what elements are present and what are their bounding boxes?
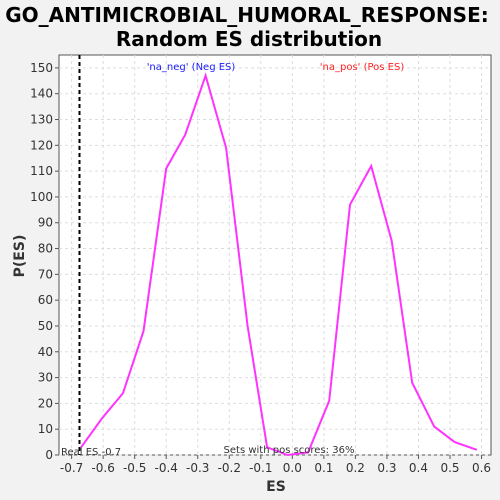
- plot-area: [58, 54, 492, 456]
- y-tick-label: 130: [30, 113, 53, 127]
- y-tick-label: 80: [38, 242, 53, 256]
- y-tick-label: 50: [38, 319, 53, 333]
- y-tick-label: 140: [30, 87, 53, 101]
- pos-scores-annotation: Sets with pos scores: 36%: [224, 445, 355, 456]
- x-tick-label: 0.4: [409, 461, 428, 475]
- y-axis-ticks: 0 10 20 30 40 50 60 70 80 90 100 110 120 130 140 150: [30, 61, 59, 462]
- x-tick-label: -0.6: [91, 461, 114, 475]
- legend-neg: 'na_neg' (Neg ES): [147, 62, 236, 73]
- y-axis-label: P(ES): [12, 235, 28, 278]
- legend-pos: 'na_pos' (Pos ES): [320, 62, 405, 73]
- y-tick-label: 100: [30, 190, 53, 204]
- x-axis-ticks: -0.7 -0.6 -0.5 -0.4 -0.3 -0.2 -0.1 0.0 0.1 0.2 0.3…: [60, 455, 491, 475]
- y-tick-label: 150: [30, 61, 53, 75]
- y-tick-label: 20: [38, 396, 53, 410]
- x-tick-label: -0.7: [60, 461, 83, 475]
- y-tick-label: 30: [38, 371, 53, 385]
- real-es-label: Real ES -0.7: [61, 447, 121, 458]
- series-line: [80, 72, 478, 457]
- y-tick-label: 70: [38, 267, 53, 281]
- y-tick-label: 110: [30, 164, 53, 178]
- y-tick-label: 40: [38, 345, 53, 359]
- x-tick-label: -0.1: [249, 461, 272, 475]
- y-tick-label: 10: [38, 422, 53, 436]
- y-tick-label: 60: [38, 293, 53, 307]
- x-tick-label: 0.3: [377, 461, 396, 475]
- y-tick-label: 90: [38, 216, 53, 230]
- chart-title: GO_ANTIMICROBIAL_HUMORAL_RESPONSE:: [5, 3, 489, 27]
- x-axis-label: ES: [266, 479, 286, 495]
- x-tick-label: -0.4: [155, 461, 178, 475]
- x-tick-label: -0.2: [218, 461, 241, 475]
- x-tick-label: 0.1: [314, 461, 333, 475]
- x-tick-label: 0.2: [346, 461, 365, 475]
- grid-lines: [59, 55, 491, 456]
- x-tick-label: 0.0: [283, 461, 302, 475]
- y-tick-label: 120: [30, 138, 53, 152]
- x-tick-label: -0.5: [123, 461, 146, 475]
- chart-subtitle: Random ES distribution: [116, 27, 382, 51]
- y-tick-label: 0: [45, 448, 53, 462]
- x-tick-label: 0.5: [440, 461, 459, 475]
- x-tick-label: 0.6: [472, 461, 491, 475]
- x-tick-label: -0.3: [186, 461, 209, 475]
